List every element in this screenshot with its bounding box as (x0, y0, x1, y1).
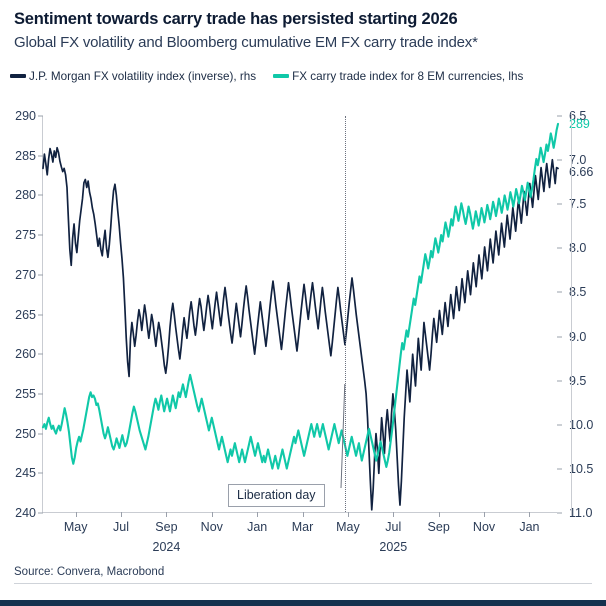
y-axis-right-label: 9.0 (569, 329, 587, 344)
y-axis-left-tick (38, 433, 43, 435)
y-axis-right-label: 8.5 (569, 285, 587, 300)
y-axis-left-label: 255 (15, 386, 36, 401)
x-axis-tick (302, 512, 304, 517)
x-axis-label: May (63, 520, 88, 534)
y-axis-left-tick (38, 472, 43, 474)
x-axis-tick (484, 512, 486, 517)
y-axis-left-label: 275 (15, 228, 36, 243)
end-value-label-jpm-volatility: 6.66 (569, 165, 594, 180)
annotation-leader-line (340, 383, 346, 489)
x-axis-label: Nov (200, 520, 223, 534)
y-axis-right-tick (557, 380, 562, 382)
x-axis-tick (347, 512, 349, 517)
y-axis-right-tick (557, 115, 562, 117)
y-axis-right-label: 7.5 (569, 197, 587, 212)
bottom-bar (0, 600, 606, 606)
y-axis-left-label: 240 (15, 506, 36, 520)
x-axis-label: Sep (427, 520, 450, 534)
y-axis-right-tick (557, 336, 562, 338)
y-axis-right-label: 8.0 (569, 241, 587, 256)
x-axis-label: Jan (519, 520, 540, 534)
x-axis-tick (393, 512, 395, 517)
x-axis-year-label: 2025 (379, 540, 408, 554)
x-axis-label: Jul (113, 520, 130, 534)
y-axis-right-label: 11.0 (569, 506, 593, 520)
legend-swatch-navy (10, 74, 26, 78)
y-axis-left-tick (38, 194, 43, 196)
x-axis-year-label: 2024 (152, 540, 181, 554)
y-axis-right-tick (557, 247, 562, 249)
end-value-label-em-carry: 289 (569, 116, 590, 131)
y-axis-right-label: 9.5 (569, 373, 587, 388)
y-axis-left-label: 245 (15, 466, 36, 481)
page-subtitle: Global FX volatility and Bloomberg cumul… (14, 34, 478, 51)
x-axis-label: Mar (291, 520, 314, 534)
y-axis-left-label: 290 (15, 109, 36, 123)
y-axis-left-label: 280 (15, 188, 36, 203)
y-axis-left-tick (38, 512, 43, 514)
y-axis-left-label: 265 (15, 307, 36, 322)
x-axis-label: May (336, 520, 360, 534)
legend-item-teal: FX carry trade index for 8 EM currencies… (273, 70, 523, 83)
y-axis-left-tick (38, 115, 43, 117)
source-note: Source: Convera, Macrobond (14, 566, 165, 578)
x-axis-tick (121, 512, 123, 517)
x-axis-label: Jul (385, 520, 402, 534)
x-axis-tick (166, 512, 168, 517)
y-axis-right-label: 6.5 (569, 109, 587, 123)
y-axis-right-tick (557, 424, 562, 426)
y-axis-right-tick (557, 512, 562, 514)
x-axis-label: Jan (247, 520, 268, 534)
y-axis-right-label: 10.5 (569, 461, 594, 476)
y-axis-right-label: 10.0 (569, 417, 594, 432)
page-title: Sentiment towards carry trade has persis… (14, 10, 458, 28)
y-axis-left-tick (38, 393, 43, 395)
y-axis-left-label: 260 (15, 347, 36, 362)
x-axis-tick (211, 512, 213, 517)
y-axis-left-tick (38, 234, 43, 236)
y-axis-right-tick (557, 203, 562, 205)
liberation-day-marker (344, 116, 346, 512)
x-axis-tick (75, 512, 77, 517)
x-axis-tick (257, 512, 259, 517)
y-axis-left-tick (38, 353, 43, 355)
x-axis-label: Sep (155, 520, 178, 534)
y-axis-right-label: 7.0 (569, 153, 587, 168)
plot-area: 240 245 250 255 260 265 270 275 280 285 290 6.5 7.0 7… (15, 109, 593, 554)
y-axis-left-label: 285 (15, 148, 36, 163)
y-axis-right-tick (557, 291, 562, 293)
x-axis-label: Nov (472, 520, 496, 534)
right-axis-rule (571, 112, 572, 516)
legend-label-navy: J.P. Morgan FX volatility index (inverse… (29, 69, 257, 83)
series-line-jpm-volatility (42, 146, 559, 511)
y-axis-left-tick (38, 314, 43, 315)
x-axis-tick (529, 512, 531, 517)
legend-label-teal: FX carry trade index for 8 EM currencies… (292, 69, 524, 83)
annotation-liberation-day: Liberation day (228, 484, 325, 507)
annotation-label: Liberation day (237, 488, 316, 502)
y-axis-left-label: 270 (15, 267, 36, 282)
series-canvas (41, 122, 560, 511)
y-axis-right-tick (557, 468, 562, 470)
x-axis-tick (438, 512, 440, 517)
footer-divider (14, 583, 592, 584)
y-axis-right-tick (557, 159, 562, 161)
series-line-em-carry (41, 122, 560, 470)
y-axis-left-label: 250 (15, 426, 36, 441)
y-axis-left-tick (38, 274, 43, 276)
legend-swatch-teal (273, 74, 290, 78)
chart-legend: J.P. Morgan FX volatility index (inverse… (10, 66, 600, 86)
legend-item-navy: J.P. Morgan FX volatility index (inverse… (10, 70, 256, 83)
y-axis-left-tick (38, 155, 43, 157)
